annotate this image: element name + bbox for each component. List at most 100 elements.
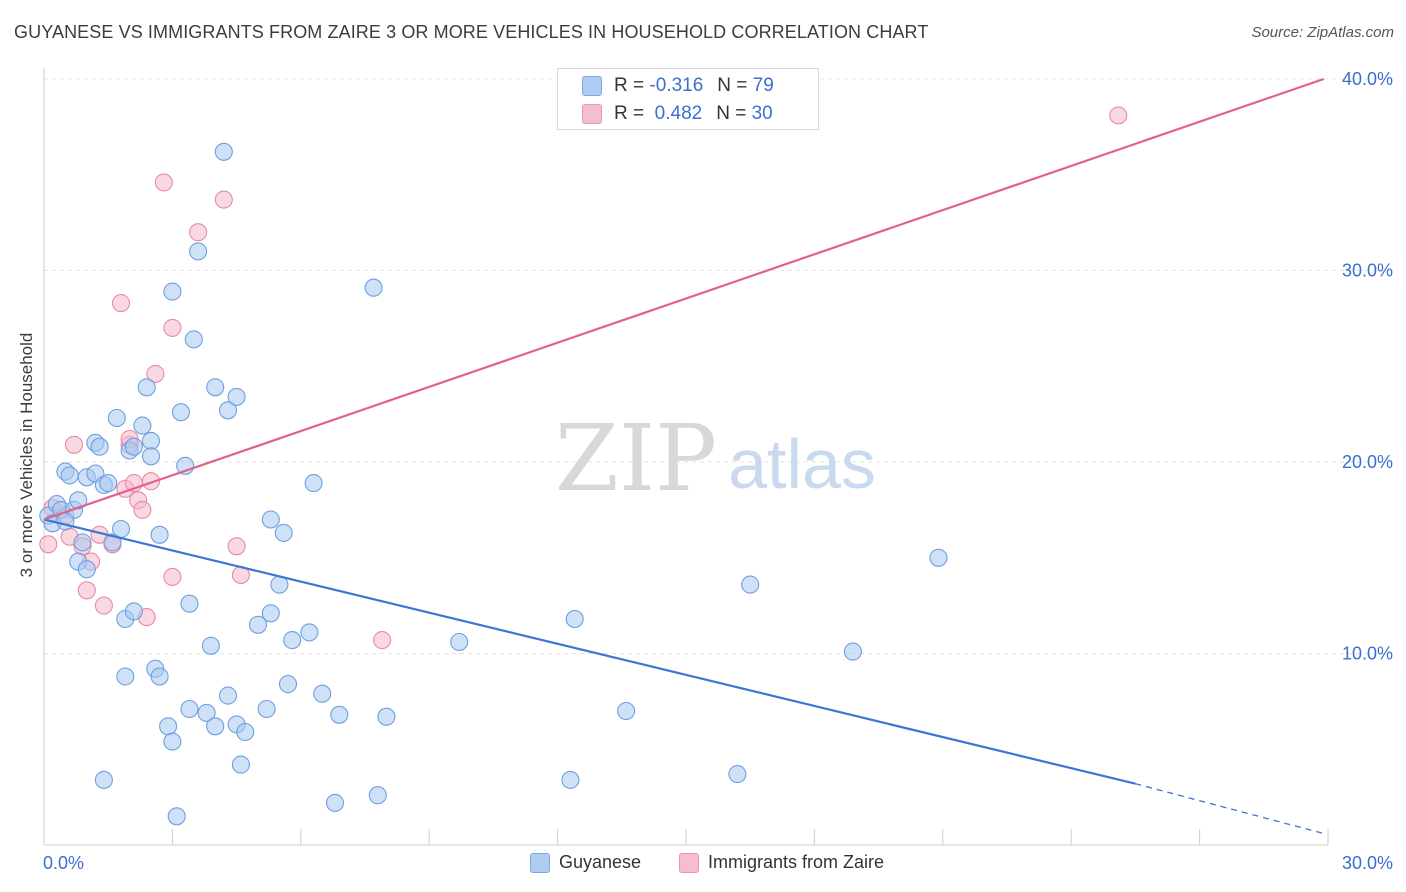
zaire-point [146,364,165,383]
series-zaire-points [39,106,1128,650]
guyanese-point [364,278,383,297]
bottom-legend: Guyanese Immigrants from Zaire [0,852,1406,878]
zaire-point [77,581,96,600]
guyanese-point [929,548,948,567]
guyanese-point [56,512,75,531]
guyanese-point [141,447,161,466]
legend-label: Guyanese [559,852,642,872]
guyanese-point [741,575,760,594]
y-tick-label: 10.0% [1342,644,1393,664]
legend-item-zaire: Immigrants from Zaire [679,852,884,873]
zaire-point [163,567,182,586]
guyanese-point [227,387,246,406]
x-tick-label: 30.0% [1342,853,1393,873]
watermark: ZIP atlas [555,405,876,512]
zaire-point [64,435,84,454]
chart-title: GUYANESE VS IMMIGRANTS FROM ZAIRE 3 OR M… [14,22,929,42]
n-label: N = [717,75,748,96]
guyanese-legend-swatch [530,852,550,873]
guyanese-point [180,699,199,719]
guyanese-point [90,437,109,456]
guyanese-point [330,705,349,724]
guyanese-point [94,770,113,789]
trend-lines [43,77,1325,835]
axes [43,68,1329,846]
guyanese-point [218,686,238,705]
guyanese-point [133,416,152,435]
stats-row-zaire: R = 0.482 N = 30 [582,101,773,127]
guyanese-point [189,242,208,261]
guyanese-point [124,437,143,456]
guyanese-point [261,510,280,529]
guyanese-point [60,466,79,485]
n-value: 30 [751,103,773,124]
r-label: R = [614,75,645,96]
zaire-point [373,631,392,650]
grid [44,78,1394,654]
guyanese-point [201,636,220,655]
guyanese-point [124,602,143,621]
legend-item-guyanese: Guyanese [530,852,641,873]
zaire-swatch [582,104,602,124]
guyanese-point [150,525,169,544]
y-tick-label: 30.0% [1342,261,1393,281]
y-tick-label: 40.0% [1342,69,1393,89]
guyanese-point [450,632,469,652]
guyanese-point [304,474,323,493]
guyanese-point [218,401,238,420]
zaire-point [1109,106,1128,125]
zaire-legend-swatch [679,852,699,873]
guyanese-point [107,408,126,428]
guyanese-point [325,793,345,812]
guyanese-point [184,330,203,349]
guyanese-point [163,732,182,751]
stats-legend-box: R = -0.316 N = 79 R = 0.482 N = 30 [557,68,819,130]
stats-row-guyanese: R = -0.316 N = 79 [582,73,774,99]
guyanese-point [617,701,636,721]
guyanese-point [561,770,580,789]
zaire-point [94,596,113,615]
guyanese-point [248,615,268,634]
r-label: R = [614,103,645,124]
series-guyanese-points [39,142,948,826]
guyanese-point [77,560,96,579]
source-label: Source: ZipAtlas.com [1251,24,1394,41]
guyanese-point [278,675,298,694]
guyanese-point [843,642,862,661]
guyanese-point [159,717,178,736]
watermark-zip: ZIP [555,405,717,512]
guyanese-point [214,142,233,161]
zaire-point [39,535,58,554]
guyanese-point [728,765,747,784]
guyanese-point [111,519,131,539]
guyanese-point [274,523,293,542]
zaire-point [189,223,208,242]
zaire-point [141,472,161,491]
guyanese-point [167,807,186,826]
guyanese-point [180,594,199,613]
watermark-atlas: atlas [728,425,876,503]
guyanese-point [231,755,250,774]
y-tick-label: 20.0% [1342,452,1393,472]
guyanese-point [99,474,118,493]
zaire-point [227,537,246,556]
n-value: 79 [752,75,774,96]
r-value: 0.482 [654,103,703,124]
zaire-point [154,173,173,192]
guyanese-point [236,722,255,742]
guyanese-trend-line [43,518,1136,785]
guyanese-point [300,623,319,642]
zaire-point [111,294,131,313]
guyanese-point [368,786,387,805]
guyanese-point [206,378,225,397]
guyanese-point [377,707,396,726]
guyanese-point [261,604,280,623]
guyanese-point [257,699,276,719]
zaire-point [133,500,152,519]
guyanese-swatch [582,76,602,96]
guyanese-point [116,667,135,686]
guyanese-trend-extension [1135,783,1324,835]
legend-label: Immigrants from Zaire [708,852,885,872]
guyanese-point [206,717,225,736]
